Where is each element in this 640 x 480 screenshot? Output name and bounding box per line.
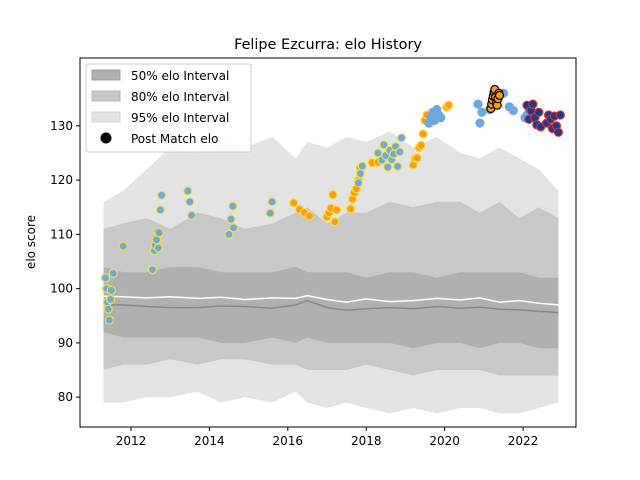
post-match-points bbox=[100, 84, 565, 325]
data-point bbox=[473, 99, 483, 109]
data-point bbox=[357, 161, 367, 171]
data-point bbox=[229, 223, 239, 233]
x-tick-label: 2020 bbox=[429, 434, 460, 448]
data-point bbox=[444, 100, 454, 110]
data-point bbox=[106, 285, 117, 295]
data-point bbox=[187, 210, 197, 220]
elo-lines bbox=[103, 294, 559, 314]
data-point bbox=[289, 198, 299, 208]
data-point bbox=[373, 148, 383, 158]
data-point bbox=[353, 178, 363, 188]
data-point bbox=[330, 217, 340, 227]
data-point bbox=[412, 153, 422, 163]
data-point bbox=[118, 241, 128, 251]
data-point bbox=[157, 190, 167, 200]
data-point bbox=[104, 315, 115, 325]
x-tick-label: 2018 bbox=[351, 434, 382, 448]
y-axis-ticks: 80 90 100 110 120 130 bbox=[50, 119, 80, 404]
y-tick-label: 120 bbox=[50, 173, 73, 187]
y-tick-label: 80 bbox=[58, 390, 73, 404]
legend-marker-post-match bbox=[100, 132, 112, 144]
data-point bbox=[534, 107, 544, 117]
data-point bbox=[355, 169, 365, 179]
x-tick-label: 2012 bbox=[116, 434, 147, 448]
legend-swatch-50 bbox=[91, 69, 121, 81]
data-point bbox=[555, 110, 565, 120]
data-point bbox=[508, 105, 518, 116]
data-point bbox=[436, 113, 446, 123]
median-elo-line bbox=[103, 299, 559, 314]
data-point bbox=[224, 229, 234, 239]
data-point bbox=[328, 190, 338, 200]
data-point bbox=[108, 268, 118, 278]
data-point bbox=[153, 243, 163, 253]
legend-label-95: 95% elo Interval bbox=[131, 111, 229, 125]
legend-swatch-95 bbox=[91, 111, 121, 123]
data-point bbox=[105, 294, 116, 305]
data-point bbox=[183, 186, 193, 196]
data-point bbox=[304, 211, 314, 221]
data-point bbox=[154, 228, 164, 238]
y-tick-label: 130 bbox=[50, 119, 73, 133]
data-point bbox=[528, 99, 538, 109]
interval-bands bbox=[103, 131, 559, 414]
x-tick-label: 2014 bbox=[194, 434, 225, 448]
data-point bbox=[395, 147, 405, 157]
data-point bbox=[100, 273, 111, 283]
data-point bbox=[147, 265, 158, 275]
x-tick-label: 2022 bbox=[508, 434, 539, 448]
data-point bbox=[418, 129, 428, 139]
data-point bbox=[475, 118, 485, 128]
data-point bbox=[226, 214, 236, 224]
mean-elo-line bbox=[103, 294, 559, 306]
legend-label-50: 50% elo Interval bbox=[131, 69, 229, 83]
data-point bbox=[383, 162, 393, 172]
x-tick-label: 2016 bbox=[273, 434, 304, 448]
data-point bbox=[396, 133, 407, 143]
data-point bbox=[228, 201, 238, 211]
data-point bbox=[267, 197, 277, 207]
data-point bbox=[265, 208, 275, 218]
data-point bbox=[103, 304, 113, 314]
data-point bbox=[494, 90, 505, 101]
data-point bbox=[477, 107, 487, 117]
chart-title: Felipe Ezcurra: elo History bbox=[234, 37, 422, 53]
data-point bbox=[155, 205, 165, 215]
legend-box bbox=[85, 63, 252, 153]
data-point bbox=[332, 205, 342, 215]
plot-frame bbox=[79, 57, 577, 428]
y-tick-label: 90 bbox=[58, 336, 73, 350]
data-point bbox=[379, 140, 389, 150]
data-point bbox=[185, 197, 195, 207]
y-tick-label: 100 bbox=[50, 282, 73, 296]
data-point bbox=[345, 204, 356, 214]
legend-label-80: 80% elo Interval bbox=[131, 90, 229, 104]
legend-swatch-80 bbox=[91, 90, 121, 102]
y-tick-label: 110 bbox=[50, 227, 73, 241]
data-point bbox=[416, 140, 426, 150]
y-axis-label: elo score bbox=[24, 215, 38, 269]
data-point bbox=[553, 127, 564, 137]
x-axis-ticks: 2012 2014 2016 2018 2020 2022 bbox=[116, 427, 539, 448]
legend-label-post-match: Post Match elo bbox=[131, 132, 218, 146]
legend: 50% elo Interval 80% elo Interval 95% el… bbox=[85, 63, 252, 153]
data-point bbox=[393, 161, 403, 172]
